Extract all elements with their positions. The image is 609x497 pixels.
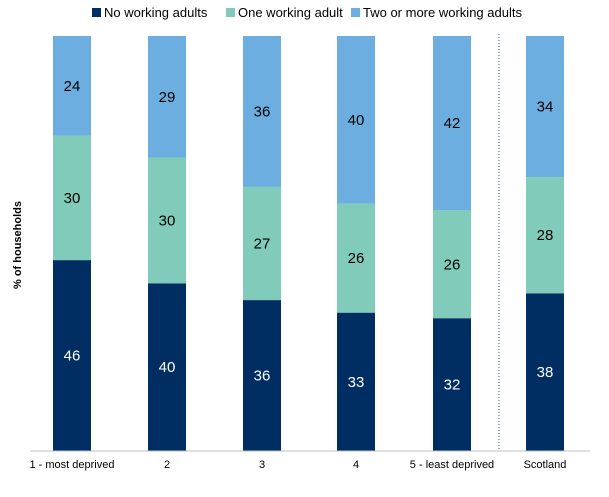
- data-label-2-2: 36: [254, 103, 271, 120]
- bars: [53, 36, 564, 451]
- x-tick-label-5: Scotland: [524, 459, 567, 471]
- bar-segment-0-1: [53, 135, 91, 261]
- data-label-1-2: 29: [159, 89, 176, 106]
- legend-label-0: No working adults: [104, 5, 208, 20]
- bar-segment-5-1: [526, 177, 564, 294]
- x-tick-label-2: 3: [259, 459, 265, 471]
- data-label-5-1: 28: [537, 227, 554, 244]
- bar-segment-2-2: [243, 36, 281, 187]
- data-label-0-1: 30: [64, 190, 81, 207]
- x-tick-label-4: 5 - least deprived: [410, 459, 494, 471]
- bar-segment-1-2: [148, 36, 186, 158]
- bar-segment-4-1: [433, 210, 471, 319]
- data-label-3-1: 26: [348, 250, 365, 267]
- bar-segment-0-0: [53, 260, 91, 451]
- legend-label-1: One working adult: [238, 5, 343, 20]
- data-label-1-1: 30: [159, 212, 176, 229]
- data-label-2-0: 36: [254, 368, 271, 385]
- y-axis-label: % of households: [12, 201, 24, 289]
- data-label-0-0: 46: [64, 348, 81, 365]
- legend-swatch-0: [92, 8, 101, 17]
- data-label-3-2: 40: [348, 112, 365, 129]
- x-tick-label-0: 1 - most deprived: [30, 459, 115, 471]
- data-label-3-0: 33: [348, 374, 365, 391]
- data-label-2-1: 27: [254, 236, 271, 253]
- bar-segment-4-2: [433, 36, 471, 211]
- bar-segment-3-1: [337, 203, 375, 313]
- legend-label-2: Two or more working adults: [363, 5, 522, 20]
- bar-segment-3-2: [337, 36, 375, 204]
- data-label-5-2: 34: [537, 99, 554, 116]
- bar-segment-2-0: [243, 300, 281, 451]
- data-label-4-2: 42: [444, 115, 461, 132]
- legend: No working adults One working adult Two or…: [92, 5, 522, 20]
- bar-segment-1-0: [148, 283, 186, 451]
- x-tick-label-3: 4: [353, 459, 359, 471]
- x-axis: 1 - most deprived 2 3 4 5 - least deprived Sc…: [30, 34, 590, 471]
- bar-segment-1-1: [148, 157, 186, 284]
- bar-segment-5-0: [526, 293, 564, 451]
- data-labels: 46 30 24 40 30 29 36 27 36 33 26 40 32 26 42 38 28 34: [64, 78, 554, 394]
- data-label-4-1: 26: [444, 256, 461, 273]
- data-label-5-0: 38: [537, 364, 554, 381]
- bar-segment-3-0: [337, 312, 375, 451]
- data-label-4-0: 32: [444, 377, 461, 394]
- data-label-0-2: 24: [64, 78, 81, 95]
- bar-segment-2-1: [243, 186, 281, 301]
- bar-segment-5-2: [526, 36, 564, 178]
- bar-segment-4-0: [433, 318, 471, 451]
- legend-swatch-1: [226, 8, 235, 17]
- data-label-1-0: 40: [159, 359, 176, 376]
- legend-swatch-2: [351, 8, 360, 17]
- x-tick-label-1: 2: [164, 459, 170, 471]
- bar-segment-0-2: [53, 36, 91, 136]
